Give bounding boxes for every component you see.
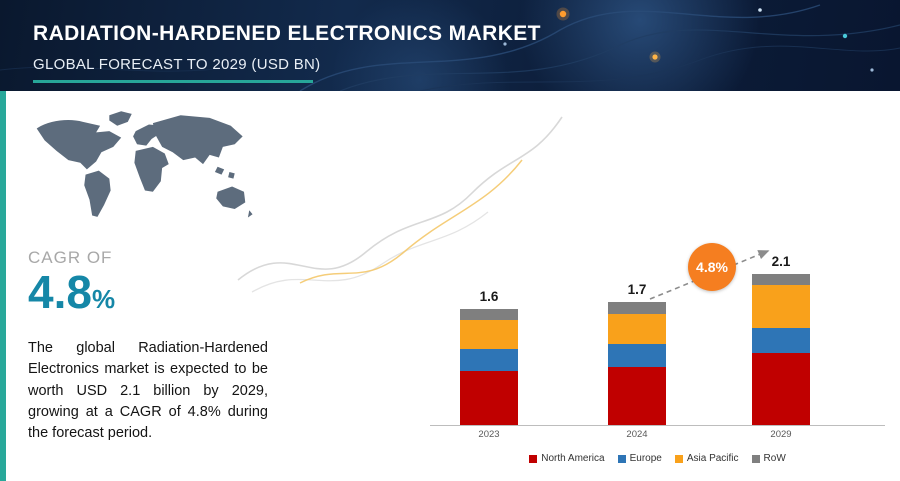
plot-area: 1.6 1.7 2.1 xyxy=(430,238,885,425)
market-description: The global Radiation-Hardened Electronic… xyxy=(28,340,268,442)
legend-item-north-america: North America xyxy=(529,453,605,464)
bar-value-label: 1.6 xyxy=(479,289,499,304)
cagr-block: CAGR OF 4.8% xyxy=(28,248,115,316)
legend-swatch xyxy=(674,454,683,463)
x-axis-line xyxy=(430,425,885,426)
legend-swatch xyxy=(617,454,626,463)
x-tick-2023: 2023 xyxy=(478,429,500,440)
segment-asia-pacific xyxy=(608,314,666,344)
legend-label: North America xyxy=(541,453,605,464)
segment-asia-pacific xyxy=(752,285,810,328)
legend-label: Asia Pacific xyxy=(686,453,739,464)
page-title: RADIATION-HARDENED ELECTRONICS MARKET xyxy=(33,22,541,45)
x-axis-labels: 2023 2024 2029 xyxy=(430,429,885,444)
segment-north-america xyxy=(460,371,518,425)
stacked-bar-chart: 1.6 1.7 2.1 2023 2024 2029 North America Euro… xyxy=(430,238,885,464)
header-banner: RADIATION-HARDENED ELECTRONICS MARKET GL… xyxy=(0,0,900,91)
bar-value-label: 1.7 xyxy=(627,282,647,297)
cagr-number: 4.8 xyxy=(28,266,92,318)
legend-item-asia-pacific: Asia Pacific xyxy=(674,453,739,464)
world-map xyxy=(36,111,253,218)
legend-item-row: RoW xyxy=(751,453,786,464)
segment-row xyxy=(752,274,810,285)
bar-2023: 1.6 xyxy=(460,289,518,425)
legend-label: RoW xyxy=(763,453,786,464)
bar-stack xyxy=(752,274,810,425)
cagr-percent-sign: % xyxy=(91,284,116,314)
segment-asia-pacific xyxy=(460,320,518,349)
x-tick-2024: 2024 xyxy=(626,429,648,440)
bar-2024: 1.7 xyxy=(608,282,666,425)
bar-value-label: 2.1 xyxy=(771,254,791,269)
legend-label: Europe xyxy=(629,453,662,464)
segment-row xyxy=(460,309,518,320)
x-tick-2029: 2029 xyxy=(770,429,792,440)
bar-stack xyxy=(460,309,518,425)
accent-underline xyxy=(33,80,313,83)
cagr-value: 4.8% xyxy=(28,268,115,316)
left-accent-bar xyxy=(0,91,6,481)
bar-stack xyxy=(608,302,666,425)
legend-swatch xyxy=(751,454,760,463)
segment-europe xyxy=(752,328,810,353)
segment-row xyxy=(608,302,666,314)
legend-item-europe: Europe xyxy=(617,453,662,464)
cagr-label: CAGR OF xyxy=(28,248,113,267)
segment-europe xyxy=(460,349,518,371)
legend-swatch xyxy=(529,454,538,463)
segment-north-america xyxy=(608,367,666,425)
segment-europe xyxy=(608,344,666,367)
bar-2029: 2.1 xyxy=(752,254,810,425)
chart-legend: North America Europe Asia Pacific RoW xyxy=(430,453,885,464)
page-subtitle: GLOBAL FORECAST TO 2029 (USD BN) xyxy=(33,56,321,73)
cagr-badge: 4.8% xyxy=(688,243,736,291)
segment-north-america xyxy=(752,353,810,425)
